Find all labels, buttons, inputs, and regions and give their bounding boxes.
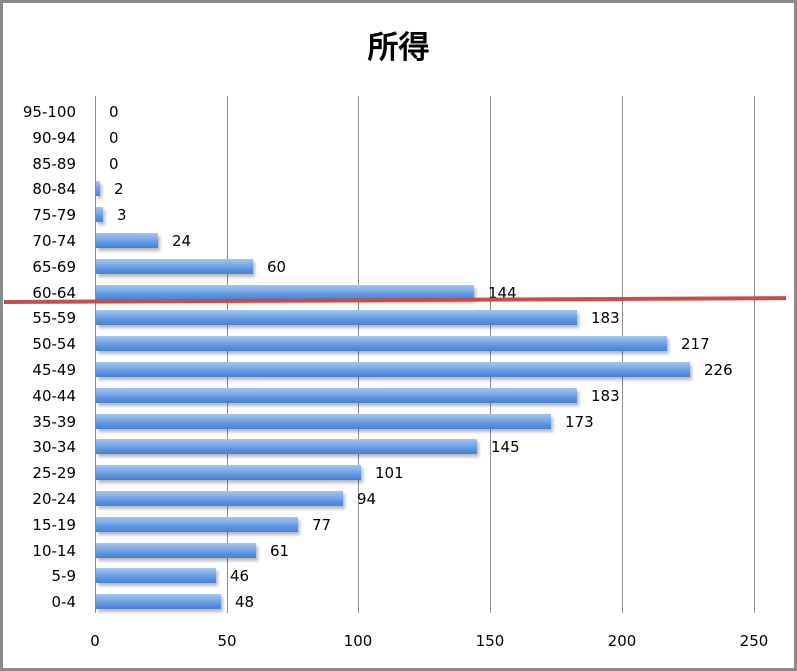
- gridline: [358, 96, 359, 613]
- data-label: 173: [565, 413, 594, 431]
- data-label: 101: [375, 464, 404, 482]
- bar: [96, 491, 343, 506]
- data-label: 48: [235, 593, 255, 611]
- x-tick-label: 50: [217, 632, 237, 650]
- y-category-label: 0-4: [51, 593, 77, 611]
- y-category-label: 30-34: [32, 438, 76, 456]
- data-label: 60: [267, 258, 287, 276]
- bar: [96, 336, 667, 351]
- gridline: [754, 96, 755, 613]
- data-label: 0: [109, 155, 119, 173]
- y-category-label: 15-19: [32, 516, 76, 534]
- y-category-label: 25-29: [32, 464, 76, 482]
- data-label: 24: [172, 232, 192, 250]
- y-category-label: 5-9: [51, 567, 77, 585]
- bar: [96, 568, 216, 583]
- y-category-label: 50-54: [32, 335, 76, 353]
- bar: [96, 362, 690, 377]
- data-label: 217: [681, 335, 710, 353]
- y-category-label: 10-14: [32, 542, 76, 560]
- gridline: [227, 96, 228, 613]
- y-category-label: 40-44: [32, 387, 76, 405]
- x-tick-label: 200: [607, 632, 637, 650]
- bar: [96, 465, 361, 480]
- y-category-label: 95-100: [22, 103, 76, 121]
- bar: [96, 233, 158, 248]
- y-category-label: 35-39: [32, 413, 76, 431]
- x-tick-label: 0: [90, 632, 100, 650]
- x-tick-label: 100: [343, 632, 373, 650]
- data-label: 183: [591, 387, 620, 405]
- x-tick-label: 250: [739, 632, 769, 650]
- data-label: 2: [114, 180, 124, 198]
- bar: [96, 310, 577, 325]
- bar: [96, 285, 474, 300]
- chart-title: 所得: [367, 30, 430, 66]
- y-category-label: 85-89: [32, 155, 76, 173]
- data-label: 145: [491, 438, 520, 456]
- data-label: 226: [704, 361, 733, 379]
- bar: [96, 594, 221, 609]
- bar: [96, 388, 577, 403]
- bar: [96, 181, 100, 196]
- y-category-label: 60-64: [32, 284, 76, 302]
- y-category-label: 70-74: [32, 232, 76, 250]
- y-category-label: 45-49: [32, 361, 76, 379]
- bar: [96, 439, 477, 454]
- data-label: 61: [270, 542, 290, 560]
- x-tick-label: 150: [475, 632, 505, 650]
- data-label: 3: [117, 206, 127, 224]
- y-axis-line: [95, 96, 96, 613]
- data-label: 77: [312, 516, 332, 534]
- y-category-label: 65-69: [32, 258, 76, 276]
- data-label: 0: [109, 129, 119, 147]
- y-category-label: 55-59: [32, 309, 76, 327]
- bar: [96, 543, 256, 558]
- bar: [96, 207, 103, 222]
- data-label: 0: [109, 103, 119, 121]
- gridline: [622, 96, 623, 613]
- y-category-label: 80-84: [32, 180, 76, 198]
- y-category-label: 75-79: [32, 206, 76, 224]
- bar: [96, 414, 551, 429]
- data-label: 94: [357, 490, 377, 508]
- bar: [96, 259, 253, 274]
- bar: [96, 517, 298, 532]
- y-category-label: 90-94: [32, 129, 76, 147]
- gridline: [490, 96, 491, 613]
- data-label: 46: [230, 567, 250, 585]
- data-label: 183: [591, 309, 620, 327]
- y-category-label: 20-24: [32, 490, 76, 508]
